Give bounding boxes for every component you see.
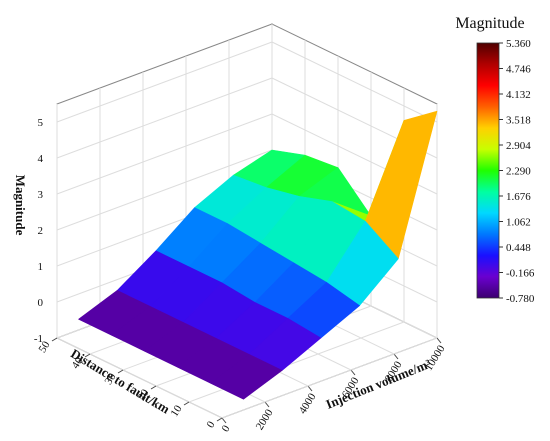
y-tick-label: 0	[204, 419, 217, 430]
colorbar-tick-label: 1.676	[506, 191, 531, 203]
colorbar-tick-label: 2.290	[506, 166, 531, 178]
x-tick-label: 2000	[254, 407, 276, 432]
z-tick-label: 4	[38, 153, 44, 165]
z-axis-title: Magnitude	[13, 175, 28, 236]
colorbar-tick-label: 3.518	[506, 115, 531, 127]
z-tick-label: 3	[38, 189, 44, 201]
colorbar-tick-label: -0.166	[506, 268, 535, 280]
colorbar-tick-label: 4.132	[506, 89, 531, 101]
z-tick-label: 0	[38, 297, 44, 309]
colorbar-tick-label: 0.448	[506, 242, 531, 254]
y-tick	[117, 369, 124, 374]
colorbar-tick-label: 2.904	[506, 140, 531, 152]
y-tick	[216, 417, 223, 422]
grid-line	[56, 149, 273, 231]
grid-line	[271, 41, 438, 123]
x-tick-label: 0	[219, 423, 232, 434]
y-tick	[150, 385, 157, 390]
colorbar-tick-label: 4.746	[506, 64, 531, 76]
z-tick-label: -1	[34, 333, 43, 345]
grid-line	[56, 41, 273, 123]
x-tick	[307, 385, 313, 392]
x-tick	[436, 337, 442, 344]
colorbar-tick-label: 1.062	[506, 217, 531, 229]
z-tick-label: 2	[38, 225, 44, 237]
z-tick-label: 1	[38, 261, 44, 273]
grid-line	[221, 337, 438, 419]
colorbar	[476, 42, 500, 299]
colorbar-tick-label: -0.780	[506, 293, 535, 305]
x-tick	[221, 417, 227, 424]
grid-line	[56, 337, 223, 419]
y-tick	[84, 353, 91, 358]
z-tick-label: 5	[38, 117, 44, 129]
y-tick	[51, 337, 58, 342]
colorbar-tick-label: 5.360	[506, 38, 531, 50]
surface-cell	[210, 354, 283, 400]
x-tick-label: 4000	[297, 391, 319, 416]
y-tick	[183, 401, 190, 406]
x-tick	[393, 353, 399, 360]
grid-line	[56, 113, 273, 195]
x-tick	[350, 369, 356, 376]
grid-line	[56, 77, 273, 159]
colorbar-title: Magnitude	[455, 15, 524, 32]
x-tick	[264, 401, 270, 408]
